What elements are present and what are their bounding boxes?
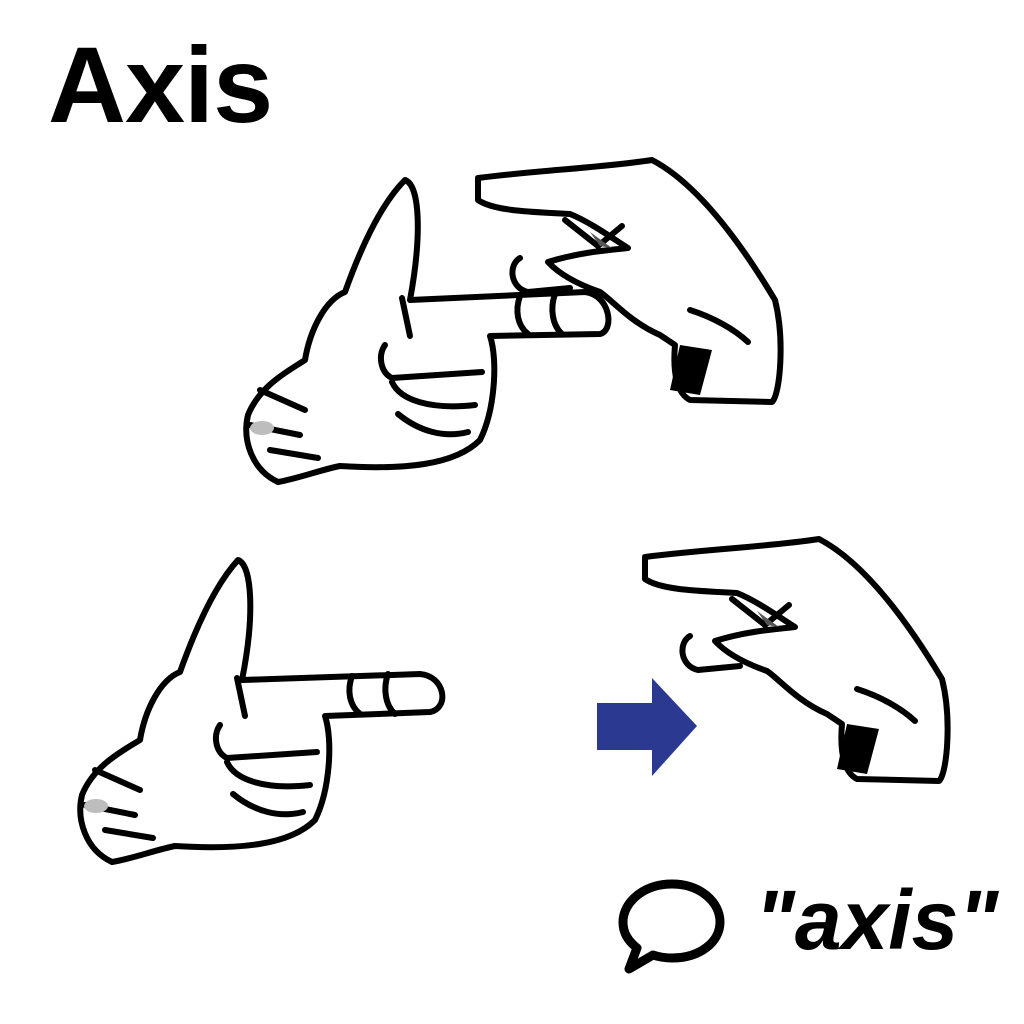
right-hand-palm-shadow-top [670,345,712,395]
left-hand-curled-finger-1-bottom [212,722,320,761]
left-hand-curled-finger-1-top [377,342,485,381]
right-hand-curled-finger-bottom [679,633,743,673]
left-hand-index-joint-2-top [549,291,565,337]
right-arrow-icon [597,678,697,776]
page-title: Axis [48,24,273,145]
right-hand-crease-bottom [854,686,918,724]
combined-hands-illustration [243,157,784,485]
left-hand-index-joint-2-bottom [382,671,398,717]
right-hand-nail-shade-bottom [757,611,779,627]
right-hand-palm-shadow-bottom [837,724,879,774]
right-hand-knuckle-top [562,217,625,249]
left-hand-thumbnail-bottom [84,799,108,813]
speech-bubble-icon [618,879,725,974]
left-hand-outline-top [243,177,612,485]
spoken-word-row: "axis" [615,872,1015,982]
left-hand-curled-finger-2-bottom [224,759,313,790]
left-hand-l-top [243,177,612,485]
left-hand-l-bottom [77,557,446,865]
left-hand-thumbnail-top [250,421,274,435]
right-hand-knuckle-bottom [729,596,792,628]
left-hand-curled-finger-3-top [395,411,471,438]
spoken-word: "axis" [755,873,999,967]
right-hand-hook-top [475,157,784,405]
left-hand-curled-finger-2-top [389,379,478,410]
right-hand-crease-top [687,307,751,345]
left-hand-index-base-top [399,295,413,339]
left-hand-outline-bottom [77,557,446,865]
left-hand-index-base-bottom [234,675,248,719]
right-hand-outline-bottom [642,536,951,784]
left-hand-curled-finger-3-bottom [230,791,306,818]
left-hand-index-joint-1-bottom [346,673,363,717]
right-hand-hook-bottom [642,536,951,784]
right-hand-nail-shade-top [590,232,612,248]
left-hand-index-joint-1-top [514,293,531,337]
right-hand-outline-top [475,157,784,405]
